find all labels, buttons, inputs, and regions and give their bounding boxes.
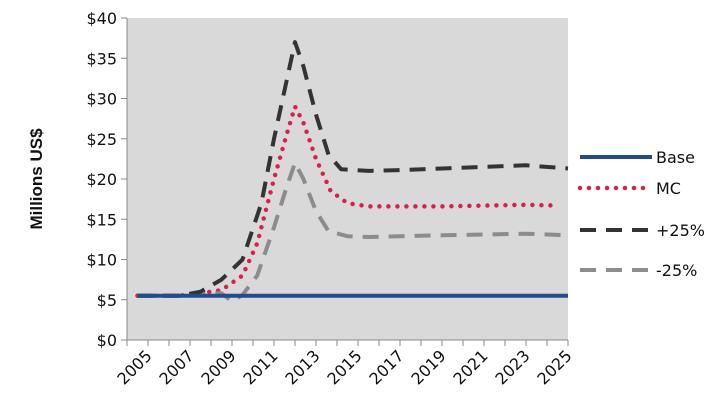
x-tick-label: 2011 (239, 346, 281, 388)
x-tick-label: 2017 (365, 346, 407, 388)
x-tick-label: 2019 (407, 346, 449, 388)
plot-area (127, 18, 568, 340)
y-tick-label: $5 (97, 291, 117, 310)
series-line-mc (135, 104, 560, 298)
y-tick-label: $30 (86, 90, 117, 109)
y-tick-label: $40 (86, 9, 117, 28)
x-tick-label: 2025 (533, 346, 575, 388)
x-tick-label: 2023 (491, 346, 533, 388)
x-tick-label: 2021 (449, 346, 491, 388)
x-tick-label: 2015 (323, 346, 365, 388)
x-tick-label: 2013 (281, 346, 323, 388)
legend: Base MC +25% -25% (577, 148, 705, 280)
legend-label: MC (656, 179, 681, 198)
y-tick-label: $20 (86, 170, 117, 189)
x-tick-label: 2009 (197, 346, 239, 388)
y-tick-label: $15 (86, 210, 117, 229)
series-layer (135, 40, 569, 304)
y-tick-label: $35 (86, 49, 117, 68)
legend-label: -25% (656, 261, 697, 280)
y-tick-label: $0 (97, 331, 117, 350)
series-line-25 (137, 40, 569, 298)
y-tick-label: $10 (86, 251, 117, 270)
x-tick-label: 2005 (113, 346, 155, 388)
y-axis-label: Millions US$ (27, 128, 46, 230)
y-tick-label: $25 (86, 130, 117, 149)
legend-label: Base (656, 148, 695, 167)
legend-label: +25% (656, 221, 705, 240)
series-line-25 (137, 160, 569, 304)
x-tick-label: 2007 (155, 346, 197, 388)
